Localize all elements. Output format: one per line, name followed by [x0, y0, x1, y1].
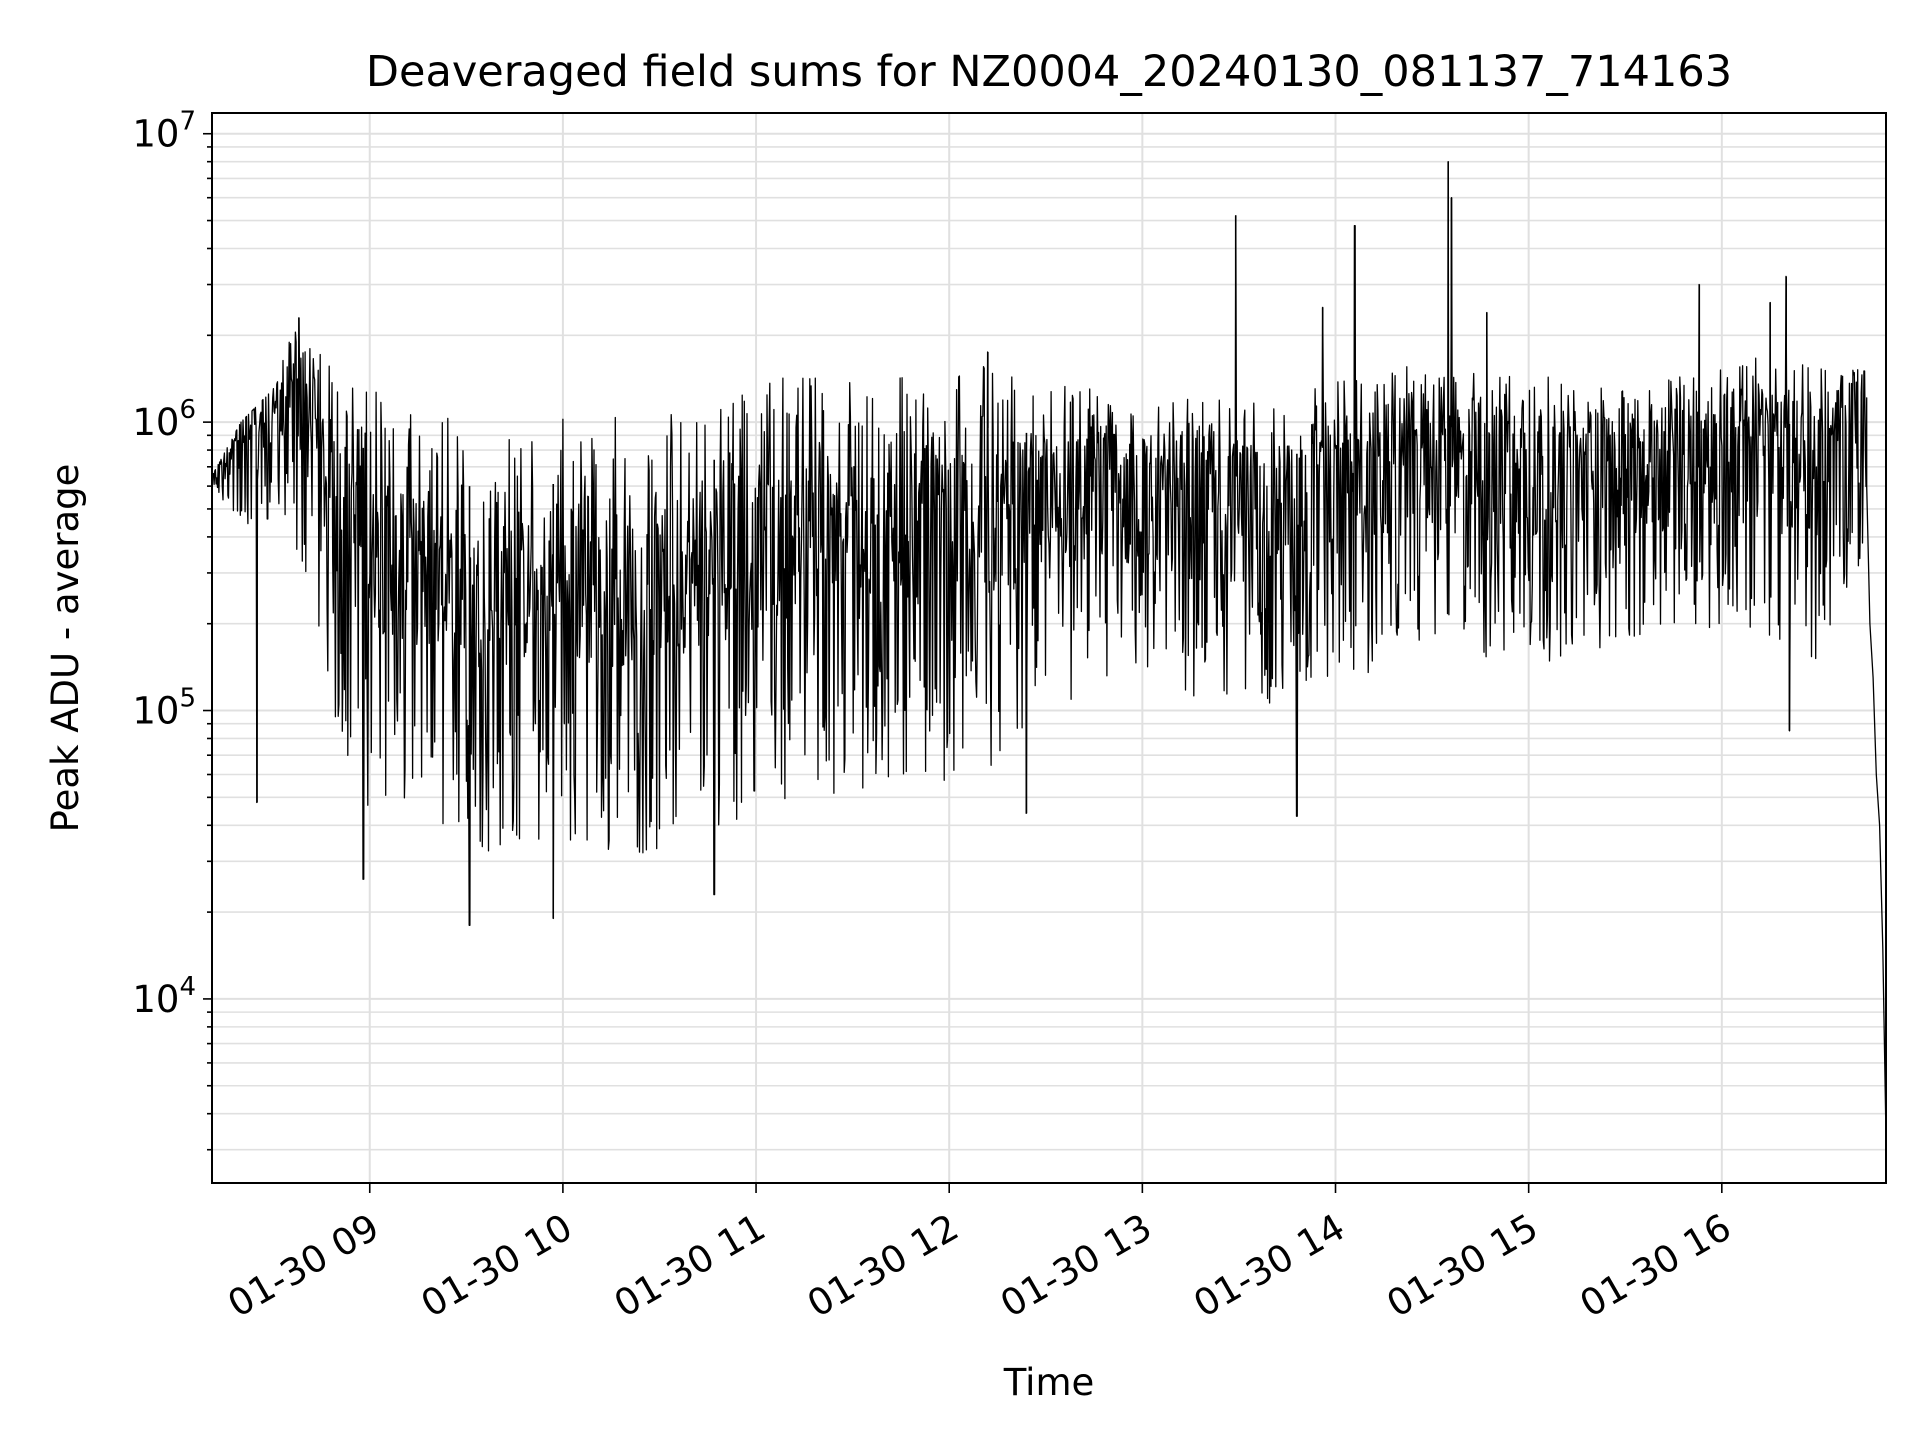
x-tick-label: 01-30 10 — [414, 1206, 580, 1326]
y-axis-label: Peak ADU - average — [44, 464, 87, 833]
x-tick-label: 01-30 16 — [1573, 1206, 1739, 1326]
x-tick-label: 01-30 14 — [1186, 1206, 1352, 1326]
y-tick-label: 106 — [132, 395, 196, 444]
plot-frame — [211, 112, 1887, 1184]
x-tick-label: 01-30 11 — [607, 1206, 773, 1326]
y-tick-label: 104 — [132, 972, 196, 1021]
x-axis-label: Time — [1003, 1361, 1095, 1404]
chart-title: Deaveraged field sums for NZ0004_2024013… — [366, 47, 1732, 97]
x-tick-label: 01-30 13 — [993, 1206, 1159, 1326]
y-tick-label: 105 — [132, 684, 196, 733]
x-tick-label: 01-30 15 — [1380, 1206, 1546, 1326]
x-tick-label: 01-30 09 — [221, 1206, 387, 1326]
grid-lines — [212, 113, 1886, 1183]
series-line — [211, 161, 1887, 1138]
x-tick-label: 01-30 12 — [800, 1206, 966, 1326]
y-tick-label: 107 — [132, 107, 196, 156]
series-layer — [211, 161, 1887, 1138]
